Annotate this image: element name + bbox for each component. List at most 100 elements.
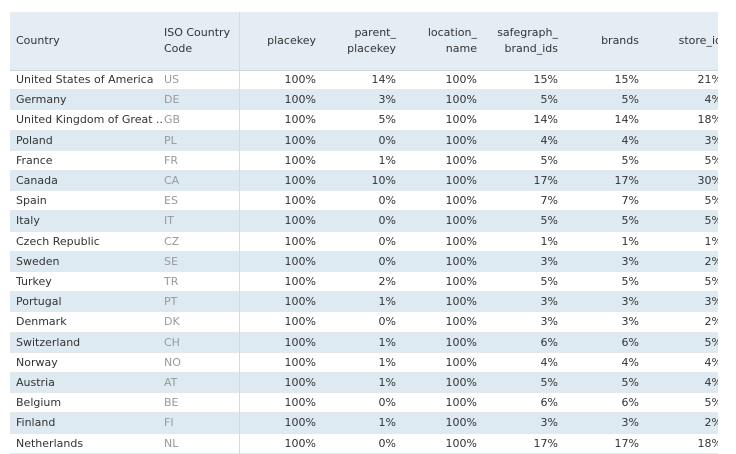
country-name: Sweden bbox=[16, 254, 60, 268]
percent-cell: 100% bbox=[284, 73, 316, 86]
percent-cell: 100% bbox=[445, 113, 477, 127]
table-row: Czech Republic CZ 100% 0% 100% 1% 1% 1% bbox=[10, 232, 718, 252]
percent-cell: 5% bbox=[704, 214, 718, 228]
country-name: France bbox=[16, 153, 53, 167]
table-row: Switzerland CH 100% 1% 100% 6% 6% 5% bbox=[10, 332, 718, 353]
percent-cell: 100% bbox=[284, 335, 316, 349]
country-name: Portugal bbox=[16, 295, 62, 309]
percent-cell: 100% bbox=[445, 416, 477, 430]
percent-cell: 5% bbox=[621, 275, 639, 288]
percent-cell: 4% bbox=[704, 376, 718, 389]
country-code: NL bbox=[164, 436, 179, 450]
column-header: location_ name bbox=[427, 26, 477, 55]
percent-cell: 0% bbox=[378, 194, 396, 208]
country-name: Canada bbox=[16, 174, 58, 187]
percent-cell: 15% bbox=[614, 73, 639, 86]
country-name: Czech Republic bbox=[16, 234, 100, 248]
percent-cell: 100% bbox=[445, 436, 477, 450]
percent-cell: 100% bbox=[284, 396, 316, 410]
percent-cell: 100% bbox=[445, 234, 477, 248]
percent-cell: 100% bbox=[445, 194, 477, 208]
country-name: United Kingdom of Great .. bbox=[16, 113, 164, 127]
percent-cell: 15% bbox=[533, 73, 558, 86]
percent-cell: 7% bbox=[540, 194, 558, 208]
percent-cell: 7% bbox=[621, 194, 639, 208]
percent-cell: 4% bbox=[540, 133, 558, 147]
percent-cell: 1% bbox=[378, 295, 396, 309]
percent-cell: 2% bbox=[704, 416, 718, 430]
percent-cell: 5% bbox=[704, 275, 718, 288]
percent-cell: 100% bbox=[445, 275, 477, 288]
percent-cell: 6% bbox=[621, 396, 639, 410]
country-code: ES bbox=[164, 194, 178, 208]
column-divider bbox=[239, 12, 240, 454]
column-header: ISO Country Code bbox=[164, 26, 231, 55]
percent-cell: 5% bbox=[621, 153, 639, 167]
percent-cell: 100% bbox=[445, 315, 477, 329]
table-row: Norway NO 100% 1% 100% 4% 4% 4% bbox=[10, 353, 718, 373]
percent-cell: 100% bbox=[284, 376, 316, 389]
country-name: Denmark bbox=[16, 315, 67, 329]
percent-cell: 10% bbox=[371, 174, 396, 187]
percent-cell: 1% bbox=[540, 234, 558, 248]
table-row: Denmark DK 100% 0% 100% 3% 3% 2% bbox=[10, 312, 718, 333]
percent-cell: 5% bbox=[621, 376, 639, 389]
table-row: Portugal PT 100% 1% 100% 3% 3% 3% bbox=[10, 292, 718, 313]
country-name: Spain bbox=[16, 194, 47, 208]
country-name: Turkey bbox=[16, 275, 52, 288]
table-row: Canada CA 100% 10% 100% 17% 17% 30% bbox=[10, 171, 718, 192]
percent-cell: 3% bbox=[540, 315, 558, 329]
table-row: France FR 100% 1% 100% 5% 5% 5% bbox=[10, 151, 718, 171]
percent-cell: 5% bbox=[540, 376, 558, 389]
table-row: Germany DE 100% 3% 100% 5% 5% 4% bbox=[10, 90, 718, 111]
percent-cell: 100% bbox=[445, 376, 477, 389]
percent-cell: 4% bbox=[621, 355, 639, 369]
table-row: United Kingdom of Great .. GB 100% 5% 100% 14… bbox=[10, 110, 718, 131]
percent-cell: 3% bbox=[621, 416, 639, 430]
percent-cell: 14% bbox=[614, 113, 639, 127]
percent-cell: 5% bbox=[621, 214, 639, 228]
country-code: BE bbox=[164, 396, 179, 410]
country-name: Finland bbox=[16, 416, 56, 430]
percent-cell: 100% bbox=[284, 194, 316, 208]
percent-cell: 100% bbox=[284, 174, 316, 187]
percent-cell: 100% bbox=[445, 295, 477, 309]
percent-cell: 1% bbox=[704, 234, 718, 248]
percent-cell: 100% bbox=[445, 254, 477, 268]
percent-cell: 0% bbox=[378, 315, 396, 329]
percent-cell: 5% bbox=[621, 93, 639, 107]
country-code: CA bbox=[164, 174, 180, 187]
table-row: Spain ES 100% 0% 100% 7% 7% 5% bbox=[10, 191, 718, 212]
percent-cell: 100% bbox=[445, 133, 477, 147]
column-header: brands bbox=[601, 34, 639, 47]
percent-cell: 21% bbox=[697, 73, 718, 86]
country-code: IT bbox=[164, 214, 174, 228]
country-code: NO bbox=[164, 355, 181, 369]
percent-cell: 18% bbox=[697, 113, 718, 127]
percent-cell: 100% bbox=[284, 93, 316, 107]
percent-cell: 100% bbox=[284, 254, 316, 268]
country-name: Netherlands bbox=[16, 436, 84, 450]
table-row: United States of America US 100% 14% 100% 15%… bbox=[10, 70, 718, 91]
country-code: DK bbox=[164, 315, 180, 329]
percent-cell: 14% bbox=[533, 113, 558, 127]
country-code: AT bbox=[164, 376, 178, 389]
country-code: CH bbox=[164, 335, 180, 349]
percent-cell: 30% bbox=[697, 174, 718, 187]
table-row: Turkey TR 100% 2% 100% 5% 5% 5% bbox=[10, 272, 718, 293]
percent-cell: 100% bbox=[445, 153, 477, 167]
percent-cell: 100% bbox=[284, 275, 316, 288]
percent-cell: 100% bbox=[284, 436, 316, 450]
percent-cell: 5% bbox=[704, 153, 718, 167]
percent-cell: 5% bbox=[378, 113, 396, 127]
data-table: Country ISO Country Code placekey parent_ p… bbox=[10, 12, 718, 454]
percent-cell: 4% bbox=[621, 133, 639, 147]
percent-cell: 6% bbox=[540, 335, 558, 349]
table-row: Poland PL 100% 0% 100% 4% 4% 3% bbox=[10, 130, 718, 151]
percent-cell: 1% bbox=[378, 416, 396, 430]
table-row: Netherlands NL 100% 0% 100% 17% 17% 18% bbox=[10, 434, 718, 454]
percent-cell: 100% bbox=[284, 214, 316, 228]
percent-cell: 5% bbox=[704, 194, 718, 208]
percent-cell: 4% bbox=[704, 355, 718, 369]
